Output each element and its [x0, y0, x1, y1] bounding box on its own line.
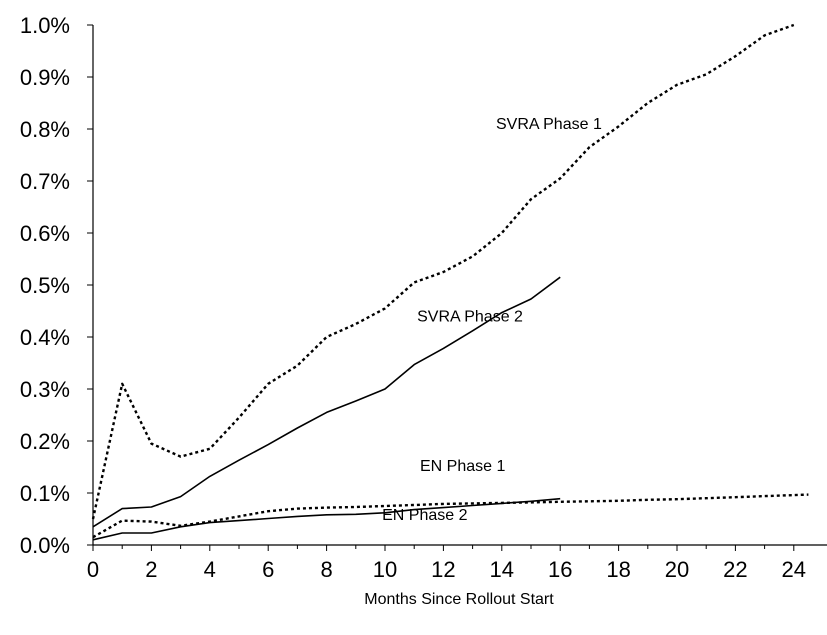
series-line-svra-phase-1 — [91, 23, 795, 520]
series-line-en-phase-1 — [92, 493, 809, 539]
x-tick-label: 16 — [548, 557, 572, 582]
x-tick-label: 4 — [204, 557, 216, 582]
y-tick-label: 0.3% — [20, 377, 70, 402]
x-axis-title: Months Since Rollout Start — [364, 591, 554, 608]
series-lines — [91, 23, 809, 541]
y-tick-label: 0.7% — [20, 169, 70, 194]
y-tick-label: 0.1% — [20, 481, 70, 506]
y-tick-label: 0.9% — [20, 65, 70, 90]
y-tick-label: 1.0% — [20, 13, 70, 38]
y-tick-label: 0.4% — [20, 325, 70, 350]
y-tick-label: 0.2% — [20, 429, 70, 454]
series-label: EN Phase 2 — [382, 507, 467, 524]
y-tick-label: 0.8% — [20, 117, 70, 142]
x-tick-label: 14 — [490, 557, 514, 582]
x-tick-label: 8 — [320, 557, 332, 582]
y-tick-label: 0.0% — [20, 533, 70, 558]
series-label: SVRA Phase 2 — [417, 308, 523, 325]
y-tick-label: 0.5% — [20, 273, 70, 298]
series-labels: SVRA Phase 1 SVRA Phase 2 EN Phase 1 EN Pha… — [382, 116, 602, 524]
y-tick-label: 0.6% — [20, 221, 70, 246]
x-tick-label: 10 — [373, 557, 397, 582]
series-label: SVRA Phase 1 — [496, 116, 602, 133]
x-tick-label: 18 — [606, 557, 630, 582]
series-line-en-phase-2 — [92, 497, 561, 541]
x-tick-label: 2 — [145, 557, 157, 582]
x-tick-label: 22 — [723, 557, 747, 582]
axes: 0.0% 0.1% 0.2% 0.3% 0.4% 0.5% 0.6% 0.7% 0.8% 0.9%… — [20, 13, 827, 582]
x-tick-label: 0 — [87, 557, 99, 582]
x-tick-label: 12 — [431, 557, 455, 582]
series-label: EN Phase 1 — [420, 458, 505, 475]
x-tick-label: 24 — [782, 557, 806, 582]
series-line-svra-phase-2 — [92, 276, 561, 528]
x-tick-label: 20 — [665, 557, 689, 582]
x-tick-label: 6 — [262, 557, 274, 582]
